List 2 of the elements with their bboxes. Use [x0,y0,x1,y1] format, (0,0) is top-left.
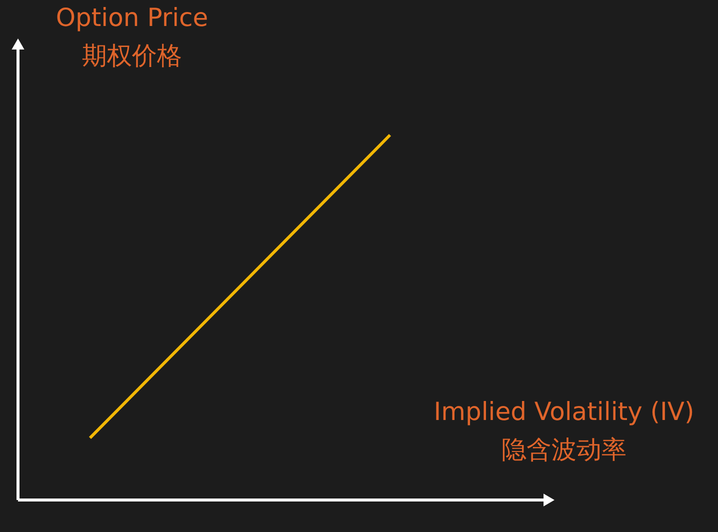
y-axis-title: Option Price 期权价格 [56,3,208,70]
x-axis-title: Implied Volatility (IV) 隐含波动率 [434,397,694,464]
